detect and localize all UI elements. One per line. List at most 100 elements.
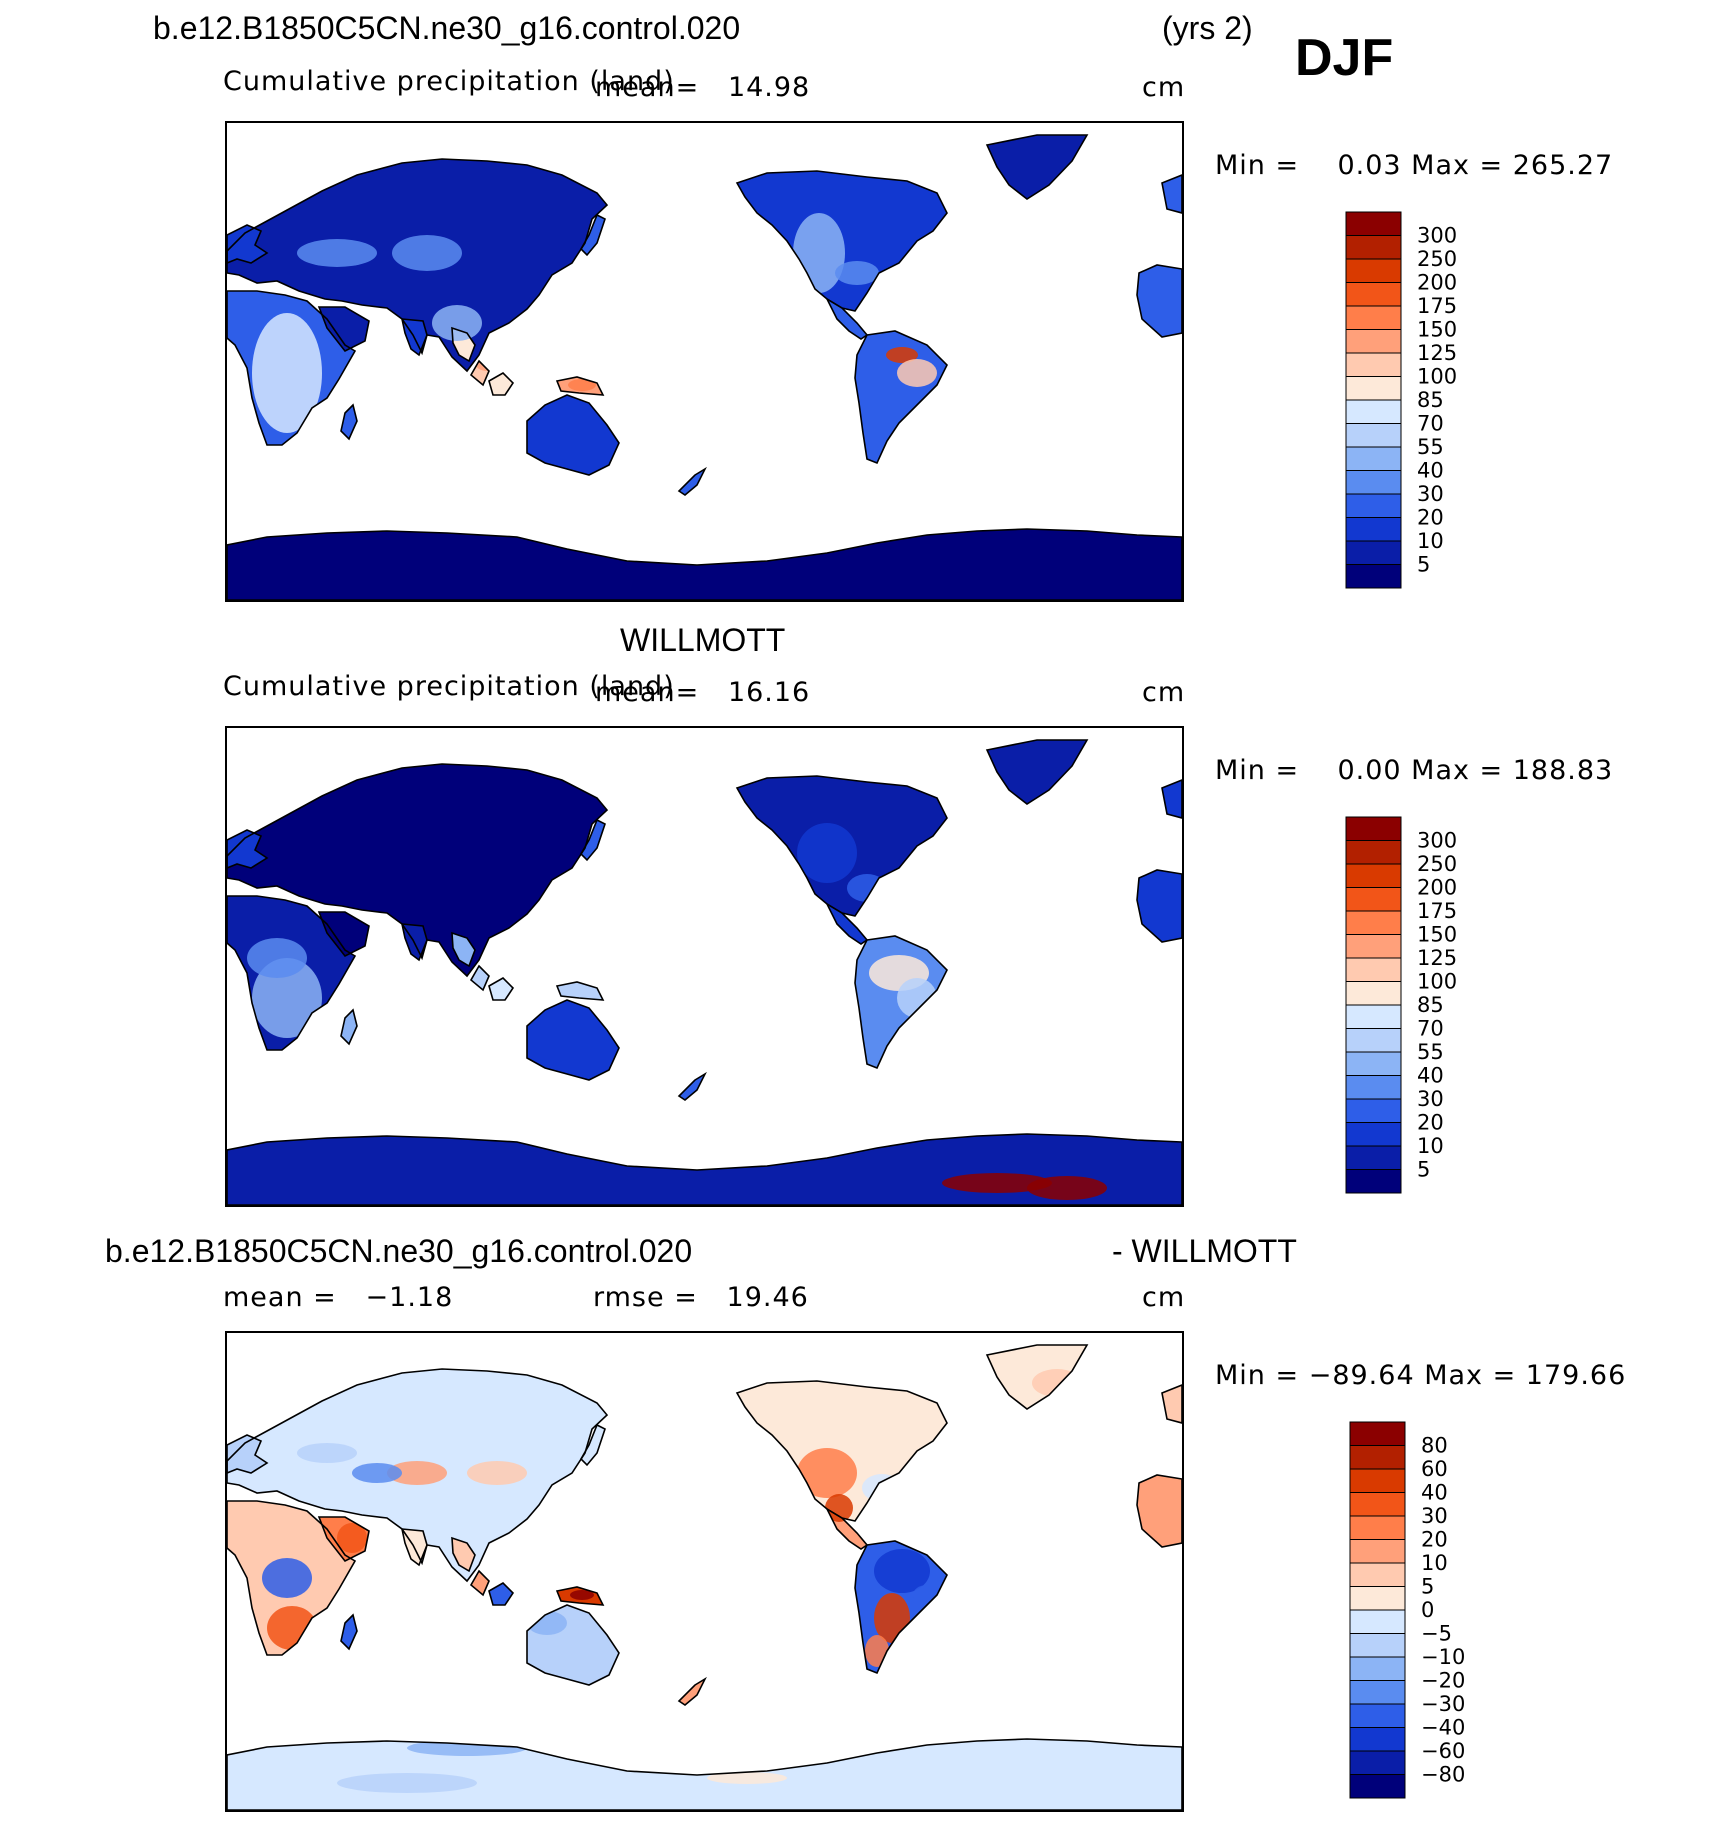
colorbar-tick-label: −30: [1421, 1692, 1465, 1716]
colorbar-tick-label: 30: [1417, 482, 1444, 506]
precip-patch: [942, 1173, 1052, 1193]
landmass-japan: [581, 1425, 605, 1465]
colorbar-tick-label: 80: [1421, 1434, 1448, 1458]
coastline-nz: [677, 466, 707, 496]
coastline-eurasia: [227, 763, 609, 978]
coastline-seAsia: [451, 1536, 476, 1573]
precip-patch: [297, 1443, 357, 1463]
colorbar-swatch: [1349, 1562, 1406, 1587]
coastline-japan: [580, 818, 606, 862]
colorbar-tick-label: 150: [1417, 923, 1457, 947]
coastline-southAm: [854, 935, 948, 1070]
panel-units: cm: [1142, 677, 1186, 708]
map-obs-svg: [227, 739, 1182, 1205]
colorbar-tick-label: 55: [1417, 435, 1444, 459]
season-label: DJF: [1295, 29, 1394, 87]
landmass-borneo: [489, 1583, 513, 1605]
colorbar-tick-label: 40: [1417, 1064, 1444, 1088]
coastline-europeW: [227, 829, 269, 869]
colorbar-model: 300 250 200 175 150 125 100 85 70 55 40 30 20 10 5: [1345, 211, 1526, 592]
colorbar-swatch: [1345, 258, 1402, 283]
coastline-australia: [526, 1604, 620, 1686]
colorbar-tick-label: 40: [1417, 459, 1444, 483]
coastline-australia: [526, 999, 620, 1081]
coastline-europeW: [227, 1434, 269, 1474]
colorbar-tick-label: 30: [1417, 1087, 1444, 1111]
colorbar-tick-label: 200: [1417, 876, 1457, 900]
precip-patch: [568, 379, 596, 391]
colorbar-tick-label: 55: [1417, 1040, 1444, 1064]
panel-title-right: - WILLMOTT: [1112, 1233, 1297, 1269]
colorbar-tick-label: −10: [1421, 1645, 1465, 1669]
precip-patch: [387, 1461, 447, 1485]
map-diff-svg: [227, 1344, 1182, 1810]
landmass-westAfricaR: [1137, 870, 1182, 942]
coastline-europeR: [1161, 174, 1182, 214]
colorbar-swatch: [1345, 1004, 1402, 1029]
coastline-newGuinea: [555, 376, 605, 396]
landmass-seAsia: [452, 1538, 475, 1571]
colorbar-swatch: [1345, 540, 1402, 565]
colorbar-tick-label: 20: [1417, 1111, 1444, 1135]
colorbar-swatch: [1345, 910, 1402, 935]
colorbar-swatch: [1345, 446, 1402, 471]
precip-patch: [467, 1461, 527, 1485]
precip-patch: [392, 235, 462, 271]
coastline-arabia: [317, 1516, 370, 1563]
panel-units: cm: [1142, 1282, 1186, 1313]
panel-mean: mean= 14.98: [595, 72, 811, 103]
landmass-greenland: [987, 135, 1087, 199]
colorbar-tick-label: 5: [1421, 1575, 1434, 1599]
colorbar-swatch: [1345, 1169, 1402, 1194]
landmass-westAfricaR: [1137, 1475, 1182, 1547]
precip-patch: [247, 938, 307, 978]
colorbar-swatch: [1349, 1774, 1406, 1799]
colorbar-tick-label: −60: [1421, 1739, 1465, 1763]
landmass-antarctica: [227, 1739, 1182, 1810]
landmass-japan: [581, 820, 605, 860]
coastline-nz: [677, 1676, 707, 1706]
colorbar-swatch: [1345, 235, 1402, 260]
precip-patch: [1027, 1176, 1107, 1200]
colorbar-tick-label: 20: [1421, 1528, 1448, 1552]
colorbar-tick-label: 125: [1417, 341, 1457, 365]
colorbar-swatch: [1345, 887, 1402, 912]
precip-patch: [252, 958, 322, 1038]
colorbar-swatch: [1349, 1727, 1406, 1752]
colorbar-swatch: [1345, 840, 1402, 865]
colorbar-swatch: [1345, 863, 1402, 888]
coastline-sumatra: [469, 1569, 490, 1597]
colorbar-swatch: [1345, 376, 1402, 401]
panel-minmax: Min = −89.64 Max = 179.66: [1215, 1360, 1627, 1391]
colorbar-tick-label: 175: [1417, 294, 1457, 318]
colorbar-tick-label: 30: [1421, 1504, 1448, 1528]
coastline-centralAm: [825, 1506, 869, 1550]
precip-patch: [874, 1549, 930, 1593]
coastline-centralAm: [825, 296, 869, 340]
colorbar-swatch: [1345, 399, 1402, 424]
colorbar-tick-label: 0: [1421, 1598, 1434, 1622]
panel-title: WILLMOTT: [620, 622, 786, 658]
panel-units: cm: [1142, 72, 1186, 103]
colorbar-swatch: [1345, 934, 1402, 959]
colorbar-swatch: [1345, 352, 1402, 377]
colorbar-swatch: [1345, 1028, 1402, 1053]
landmass-europeW: [227, 1435, 267, 1473]
coastline-southAm: [854, 1540, 948, 1675]
panel-title: b.e12.B1850C5CN.ne30_g16.control.020: [105, 1233, 693, 1269]
colorbar-tick-label: −5: [1421, 1622, 1452, 1646]
coastline-newGuinea: [555, 1586, 605, 1606]
landmass-europeR: [1162, 175, 1182, 213]
colorbar-tick-label: 5: [1417, 553, 1430, 577]
precip-patch: [577, 1727, 677, 1739]
landmass-sumatra: [471, 966, 489, 990]
colorbar-swatch: [1345, 493, 1402, 518]
coastline-india: [400, 318, 428, 357]
colorbar-tick-label: 60: [1421, 1457, 1448, 1481]
landmass-northAm: [737, 1381, 947, 1521]
colorbar-swatch: [1345, 1145, 1402, 1170]
coastline-westAfricaR: [1136, 1474, 1182, 1548]
